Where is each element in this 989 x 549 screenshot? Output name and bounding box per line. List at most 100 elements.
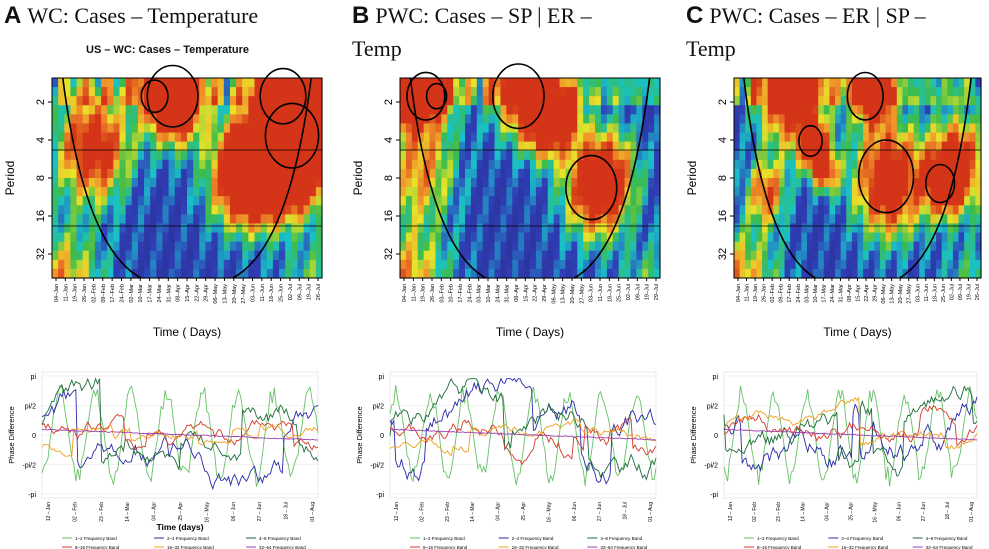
heatmap-cell [470, 123, 478, 134]
series-line [723, 428, 978, 441]
heatmap-cell [863, 141, 870, 152]
heatmap-cell [648, 205, 655, 215]
heatmap-cell [64, 114, 72, 125]
heatmap-cell [150, 114, 157, 125]
heatmap-cell [94, 141, 102, 152]
heatmap-cell [734, 141, 741, 152]
heatmap-cell [778, 159, 786, 170]
heatmap-cell [636, 232, 643, 243]
heatmap-cell [773, 159, 780, 170]
heatmap-cell [101, 114, 108, 125]
heatmap-cell [174, 114, 182, 125]
heatmap-cell [553, 78, 561, 88]
heatmap-cell [174, 159, 182, 170]
heatmap-cell [411, 123, 419, 134]
heatmap-cell [411, 87, 419, 97]
heatmap-cell [806, 187, 814, 197]
heatmap-cell [524, 78, 531, 88]
heatmap-cell [94, 150, 102, 161]
heatmap-cell [734, 259, 741, 270]
heatmap-cell [896, 241, 904, 252]
heatmap-cell [70, 223, 78, 234]
x-tick-label: 11–Jan [411, 284, 417, 302]
heatmap-cell [874, 105, 881, 115]
x-tick-label: 04 – Apr [152, 502, 158, 521]
x-tick-label: 19–Jan [753, 284, 759, 302]
heatmap-cell [423, 187, 431, 197]
heatmap-cell [547, 250, 555, 261]
heatmap-cell [530, 250, 537, 261]
heatmap-cell [248, 187, 256, 197]
heatmap-cell [82, 178, 90, 188]
heatmap-cell [180, 150, 188, 161]
heatmap-cell [465, 132, 472, 143]
heatmap-cell [565, 232, 572, 243]
heatmap-cell [553, 178, 561, 188]
heatmap-cell [303, 205, 311, 215]
heatmap-cell [285, 150, 292, 161]
heatmap-cell [795, 214, 802, 225]
heatmap-cell [840, 259, 847, 270]
heatmap-cell [441, 214, 448, 225]
heatmap-cell [739, 150, 746, 161]
heatmap-cell [975, 187, 982, 197]
heatmap-cell [131, 96, 139, 106]
heatmap-cell [76, 205, 84, 215]
heatmap-cell [405, 96, 413, 106]
heatmap-cell [405, 187, 413, 197]
heatmap-cell [70, 78, 78, 88]
heatmap-cell [266, 168, 274, 179]
heatmap-cell [279, 168, 286, 179]
heatmap-cell [773, 187, 780, 197]
heatmap-cell [297, 132, 305, 143]
heatmap-cell [229, 214, 237, 225]
heatmap-cell [624, 141, 632, 152]
heatmap-cell [618, 168, 626, 179]
heatmap-cell [113, 96, 121, 106]
heatmap-cell [193, 114, 200, 125]
series-line [41, 377, 319, 470]
heatmap-cell [217, 123, 225, 134]
heatmap-cell [778, 205, 786, 215]
heatmap-cell [823, 159, 831, 170]
heatmap-cell [254, 159, 262, 170]
heatmap-cell [891, 178, 898, 188]
heatmap-cell [303, 178, 311, 188]
heatmap-cell [405, 123, 413, 134]
heatmap-cell [223, 78, 231, 88]
heatmap-cell [654, 232, 661, 243]
heatmap-cell [924, 132, 932, 143]
heatmap-cell [453, 132, 460, 143]
heatmap-cell [964, 232, 971, 243]
x-tick-label: 02–Jul [288, 284, 294, 300]
heatmap-cell [654, 187, 661, 197]
heatmap-cell [975, 214, 982, 225]
heatmap-cell [553, 87, 561, 97]
heatmap-cell [156, 178, 164, 188]
heatmap-cell [654, 178, 661, 188]
heatmap-cell [642, 96, 649, 106]
heatmap-cell [885, 232, 892, 243]
heatmap-cell [924, 114, 932, 125]
heatmap-cell [217, 159, 225, 170]
heatmap-cell [750, 259, 758, 270]
heatmap-cell [76, 87, 84, 97]
heatmap-cell [624, 159, 632, 170]
heatmap-cell [919, 141, 926, 152]
heatmap-cell [279, 123, 286, 134]
heatmap-cell [767, 132, 774, 143]
heatmap-cell [618, 250, 626, 261]
heatmap-cell [975, 241, 982, 252]
heatmap-cell [583, 259, 590, 270]
heatmap-cell [58, 168, 65, 179]
panel-a-heading: A WC: Cases – Temperature [4, 2, 258, 30]
heatmap-cell [187, 150, 194, 161]
heatmap-cell [879, 223, 887, 234]
heatmap-cell [70, 241, 78, 252]
heatmap-cell [589, 196, 596, 206]
heatmap-cell [840, 159, 847, 170]
heatmap-cell [309, 141, 317, 152]
heatmap-cell [137, 223, 145, 234]
heatmap-cell [874, 187, 881, 197]
heatmap-cell [52, 78, 59, 88]
